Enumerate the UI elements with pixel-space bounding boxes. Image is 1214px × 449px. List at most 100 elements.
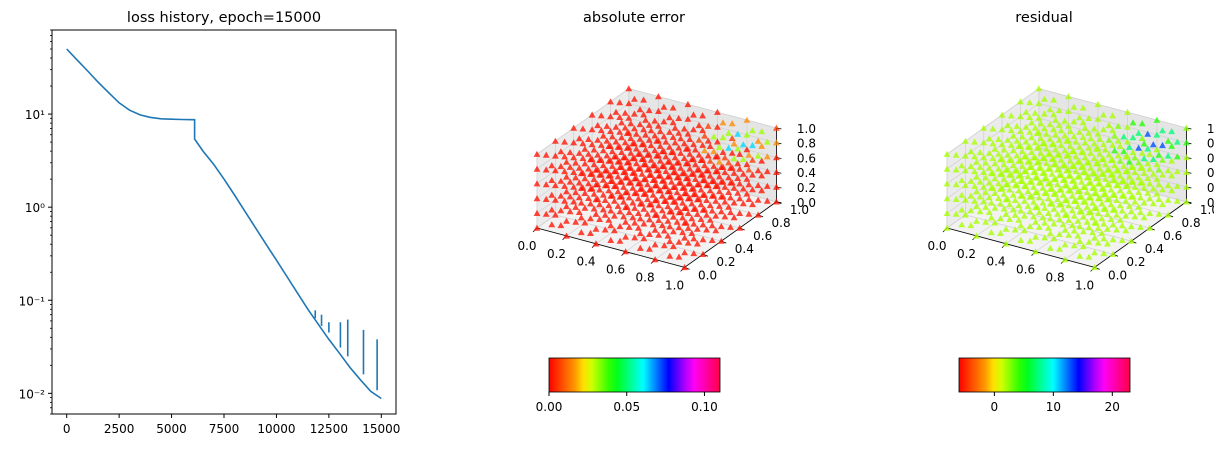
data-point: [631, 190, 639, 197]
data-point: [1083, 203, 1091, 210]
data-point: [673, 189, 681, 196]
data-point: [1059, 162, 1067, 169]
data-point: [1183, 168, 1190, 175]
data-point: [664, 188, 672, 195]
data-point: [688, 229, 696, 236]
data-point: [1017, 177, 1025, 184]
data-point: [1111, 132, 1118, 139]
data-point: [703, 226, 710, 233]
data-point: [682, 145, 690, 152]
data-point: [616, 223, 624, 230]
data-point: [749, 171, 756, 178]
data-point: [699, 221, 707, 228]
data-point: [1039, 169, 1047, 176]
data-point: [730, 184, 738, 191]
data-point: [943, 209, 951, 216]
data-point: [708, 177, 716, 184]
data-point: [725, 144, 732, 151]
data-point: [1153, 175, 1161, 182]
data-point: [1055, 121, 1063, 128]
data-point: [997, 200, 1004, 207]
data-point: [1089, 229, 1096, 236]
data-point: [694, 166, 701, 173]
data-point: [730, 199, 738, 206]
data-point: [991, 160, 999, 167]
data-point: [1032, 189, 1039, 196]
data-point: [1081, 124, 1089, 131]
grid-line: [965, 214, 1114, 255]
data-point: [716, 173, 723, 180]
data-point: [642, 131, 649, 138]
data-point: [1146, 150, 1154, 157]
data-point: [971, 182, 978, 189]
grid-line: [628, 88, 777, 129]
grid-line: [555, 214, 704, 255]
data-point: [1092, 160, 1100, 167]
loss-chart-title: loss history, epoch=15000: [127, 10, 321, 26]
data-point: [548, 176, 556, 183]
data-point: [754, 196, 762, 203]
data-point: [618, 134, 625, 141]
data-point: [1048, 170, 1056, 177]
data-point: [980, 124, 988, 131]
data-point: [1173, 138, 1181, 145]
data-point: [730, 214, 738, 221]
data-point: [1033, 144, 1041, 151]
data-point: [1076, 237, 1084, 244]
data-point: [727, 164, 734, 171]
data-point: [1055, 136, 1063, 143]
data-point: [710, 162, 718, 169]
data-point: [1135, 203, 1142, 210]
data-point: [1120, 133, 1128, 140]
data-point: [581, 160, 589, 167]
data-point: [577, 170, 585, 177]
data-point: [645, 107, 653, 114]
data-point: [721, 169, 729, 176]
data-point: [1085, 179, 1093, 186]
data-point: [967, 177, 975, 184]
data-point: [1102, 146, 1109, 153]
loss-x-tick-label: 15000: [362, 422, 400, 436]
data-point: [563, 173, 570, 180]
data-point: [682, 175, 690, 182]
data-point: [1083, 189, 1091, 196]
data-point: [592, 181, 600, 188]
data-point: [1002, 166, 1010, 173]
data-point: [985, 208, 993, 215]
data-point: [1109, 141, 1116, 148]
data-point: [1109, 250, 1117, 257]
data-point: [1126, 202, 1133, 209]
data-point: [1031, 124, 1039, 131]
data-point: [1164, 152, 1172, 159]
data-point: [1026, 128, 1034, 135]
data-point: [712, 212, 720, 219]
data-point: [673, 159, 681, 166]
data-point: [943, 195, 951, 202]
y-tick-label: 0.2: [716, 255, 735, 269]
data-point: [1173, 153, 1181, 160]
data-point: [1126, 188, 1133, 195]
data-point: [599, 191, 607, 198]
data-point: [998, 111, 1006, 118]
data-point: [625, 179, 633, 186]
data-point: [1127, 193, 1135, 200]
data-point: [1061, 226, 1069, 233]
data-point: [616, 193, 624, 200]
data-point: [644, 151, 651, 158]
data-point: [1107, 215, 1115, 222]
data-point: [1021, 182, 1028, 190]
data-point: [1085, 238, 1093, 245]
data-point: [670, 183, 677, 190]
data-point: [736, 195, 744, 202]
data-point: [631, 110, 638, 117]
data-point: [734, 160, 742, 167]
data-point: [603, 137, 611, 144]
data-point: [1113, 196, 1120, 203]
data-point: [754, 137, 762, 144]
data-point: [1070, 118, 1078, 125]
data-point: [1046, 215, 1054, 222]
data-point: [985, 164, 993, 171]
data-point: [570, 154, 578, 161]
z-tick-label: 0.2: [1207, 181, 1214, 195]
data-point: [703, 196, 710, 203]
